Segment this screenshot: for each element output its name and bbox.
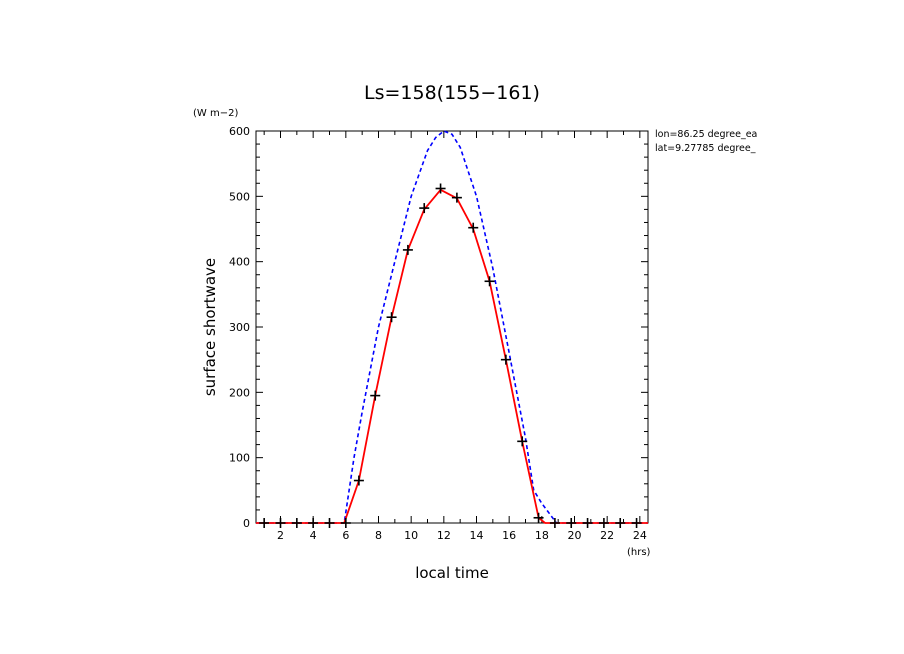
y-tick-label: 500 bbox=[229, 190, 250, 203]
y-tick-label: 200 bbox=[229, 386, 250, 399]
x-tick-label: 4 bbox=[310, 529, 317, 542]
x-tick-label: 22 bbox=[600, 529, 614, 542]
y-tick-label: 300 bbox=[229, 321, 250, 334]
x-tick-label: 2 bbox=[277, 529, 284, 542]
y-tick-label: 0 bbox=[243, 517, 250, 530]
x-tick-label: 18 bbox=[535, 529, 549, 542]
x-unit-label: (hrs) bbox=[627, 547, 651, 558]
x-tick-label: 10 bbox=[404, 529, 418, 542]
y-unit-label: (W m−2) bbox=[193, 108, 238, 119]
chart-title: Ls=158(155−161) bbox=[364, 82, 540, 104]
x-axis-label: local time bbox=[415, 564, 489, 582]
x-tick-label: 24 bbox=[633, 529, 647, 542]
y-axis-label: surface shortwave bbox=[201, 258, 219, 396]
y-tick-label: 600 bbox=[229, 125, 250, 138]
x-tick-label: 6 bbox=[342, 529, 349, 542]
info-line-lat: lat=9.27785 degree_ bbox=[655, 143, 756, 154]
y-tick-label: 100 bbox=[229, 452, 250, 465]
y-tick-label: 400 bbox=[229, 256, 250, 269]
x-tick-label: 20 bbox=[568, 529, 582, 542]
x-tick-label: 12 bbox=[437, 529, 451, 542]
x-tick-label: 16 bbox=[502, 529, 516, 542]
info-line-lon: lon=86.25 degree_ea bbox=[655, 129, 757, 140]
x-tick-label: 8 bbox=[375, 529, 382, 542]
x-tick-label: 14 bbox=[470, 529, 484, 542]
